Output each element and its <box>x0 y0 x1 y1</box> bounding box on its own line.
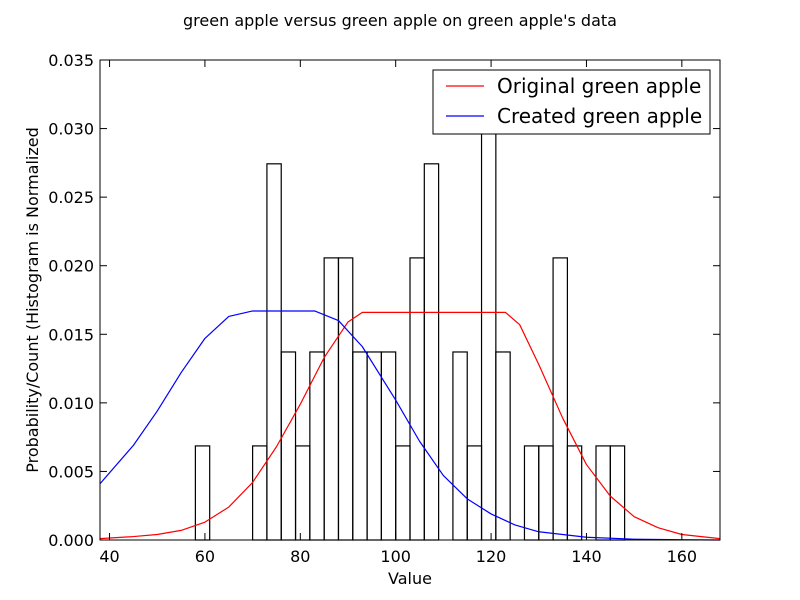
histogram-bar <box>552 257 568 541</box>
x-tick-label: 160 <box>667 547 698 566</box>
axis-ticks: 40 60 80 100 120 140 160 0.000 0.005 0.010 0.015 0.… <box>48 51 720 566</box>
histogram-bar <box>495 351 511 541</box>
histogram-bar <box>366 351 382 541</box>
histogram-bar <box>480 127 497 541</box>
x-tick-label: 40 <box>99 547 119 566</box>
histogram-bar <box>609 445 626 541</box>
x-tick-label: 100 <box>380 547 411 566</box>
histogram-bar <box>352 351 368 541</box>
histogram-bar <box>337 257 354 541</box>
y-tick-label: 0.005 <box>48 462 94 481</box>
x-tick-label: 60 <box>195 547 215 566</box>
histogram-bar <box>466 445 483 541</box>
histogram-bar <box>280 351 297 541</box>
original-curve <box>99 311 721 540</box>
histogram-bar <box>566 445 583 541</box>
x-tick-label: 140 <box>571 547 602 566</box>
y-tick-label: 0.015 <box>48 325 94 344</box>
histogram-bar <box>395 445 411 541</box>
y-tick-label: 0.020 <box>48 257 94 276</box>
legend: Original green apple Created green apple <box>432 69 711 135</box>
histogram-bar <box>194 445 211 541</box>
y-axis-label: Probability/Count (Histogram is Normaliz… <box>23 127 42 473</box>
histogram-bar <box>323 257 340 541</box>
legend-box <box>432 69 711 135</box>
created-curve <box>99 310 721 541</box>
histogram-bar <box>252 445 268 541</box>
x-axis-label: Value <box>388 569 432 588</box>
y-tick-label: 0.035 <box>48 51 94 70</box>
x-tick-label: 80 <box>290 547 310 566</box>
histogram-bar <box>266 163 282 541</box>
plot-area <box>99 127 721 541</box>
plot-frame <box>99 59 721 541</box>
legend-label-created: Created green apple <box>497 104 702 128</box>
histogram-bar <box>423 163 440 541</box>
histogram-bar <box>452 351 468 541</box>
y-tick-label: 0.030 <box>48 120 94 139</box>
histogram-bar <box>538 445 554 541</box>
x-tick-label: 120 <box>476 547 507 566</box>
histogram-bar <box>409 257 425 541</box>
legend-label-original: Original green apple <box>497 74 701 98</box>
histogram-bar <box>523 445 540 541</box>
histogram-bar <box>294 445 311 541</box>
y-tick-label: 0.025 <box>48 188 94 207</box>
y-tick-label: 0.010 <box>48 394 94 413</box>
chart-title: green apple versus green apple on green … <box>183 11 617 30</box>
y-tick-label: 0.000 <box>48 531 94 550</box>
